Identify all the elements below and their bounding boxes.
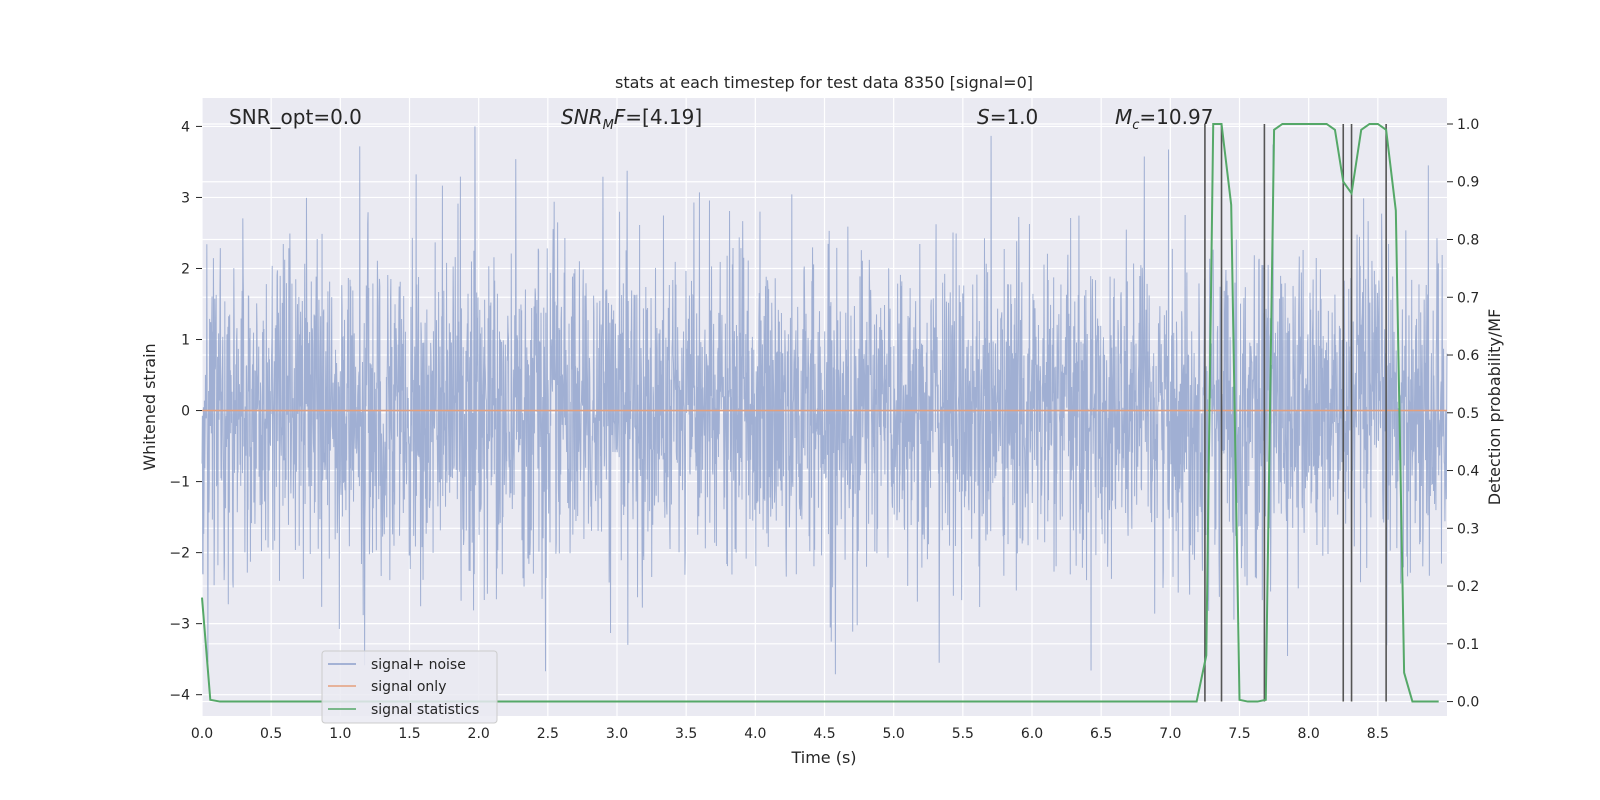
y-right-tick-label: 0.9 (1457, 175, 1479, 191)
y-left-tick-label: 1 (181, 333, 190, 349)
y-left-tick-label: 0 (181, 404, 190, 420)
y-right-tick-label: 1.0 (1457, 117, 1479, 133)
y-right-tick-label: 0.4 (1457, 464, 1479, 480)
x-tick-label: 3.0 (606, 726, 628, 742)
y-left-tick-label: −4 (169, 688, 190, 704)
annotation-snr-opt: SNR_opt=0.0 (229, 105, 362, 129)
x-tick-label: 4.5 (813, 726, 835, 742)
y-axis-right-label: Detection probability/MF (1485, 309, 1504, 506)
annotation-s-main: S (977, 105, 990, 129)
chart-title: stats at each timestep for test data 835… (615, 73, 1033, 92)
annotation-mc-sub: c (1132, 118, 1139, 133)
x-tick-label: 7.0 (1159, 726, 1181, 742)
annotation-s-rest: =1.0 (990, 105, 1039, 129)
annotation-s: S=1.0 (977, 105, 1038, 129)
y-right-tick-label: 0.8 (1457, 233, 1479, 249)
y-right-tick-label: 0.6 (1457, 348, 1479, 364)
legend-box (321, 650, 498, 724)
y-left-tick-label: 3 (181, 190, 190, 206)
noise-series (201, 126, 1448, 675)
x-tick-label: 5.0 (883, 726, 905, 742)
x-tick-label: 7.5 (1228, 726, 1250, 742)
y-left-tick-label: 2 (181, 261, 190, 277)
y-right-tick-label: 0.1 (1457, 637, 1479, 653)
annotation-snr-mf-sub: M (603, 118, 614, 133)
legend-label-signal: signal only (371, 679, 446, 695)
x-tick-label: 1.0 (329, 726, 351, 742)
y-right-tick-label: 0.5 (1457, 406, 1479, 422)
x-tick-label: 2.0 (468, 726, 490, 742)
y-left-tick-label: −3 (169, 617, 190, 633)
x-tick-label: 6.0 (1021, 726, 1043, 742)
x-tick-label: 0.0 (191, 726, 213, 742)
y-right-tick-label: 0.0 (1457, 695, 1479, 711)
legend-label-stats: signal statistics (371, 702, 479, 718)
annotation-mc: Mc=10.97 (1115, 105, 1213, 133)
y-left-tick-label: −2 (169, 546, 190, 562)
annotation-snr-mf-main: SNR (561, 105, 603, 129)
signal-statistics-line (201, 122, 1439, 703)
x-tick-label: 0.5 (260, 726, 282, 742)
x-tick-label: 8.5 (1367, 726, 1389, 742)
legend: signal+ noise signal only signal statist… (321, 650, 498, 724)
x-tick-label: 8.0 (1298, 726, 1320, 742)
annotation-snr-mf-rest: F=[4.19] (614, 105, 702, 129)
legend-label-noise: signal+ noise (371, 657, 466, 673)
x-tick-label: 4.0 (744, 726, 766, 742)
y-right-tick-label: 0.2 (1457, 579, 1479, 595)
tick-labels: 0.0 0.5 1.0 1.5 2.0 2.5 3.0 3.5 4.0 4.5 5.0 5.5 6.0 6… (169, 117, 1479, 742)
annotation-mc-main: M (1115, 105, 1132, 129)
x-tick-label: 1.5 (398, 726, 420, 742)
x-tick-label: 6.5 (1090, 726, 1112, 742)
y-axis-left-label: Whitened strain (140, 343, 159, 470)
x-tick-label: 3.5 (675, 726, 697, 742)
vertical-markers (1204, 123, 1387, 702)
annotation-snr-mf: SNRMF=[4.19] (561, 105, 702, 133)
x-axis-label: Time (s) (790, 748, 856, 767)
x-tick-label: 2.5 (537, 726, 559, 742)
x-tick-label: 5.5 (952, 726, 974, 742)
annotation-mc-rest: =10.97 (1139, 105, 1213, 129)
y-left-tick-label: 4 (181, 119, 190, 135)
noise-line (201, 126, 1448, 675)
y-left-tick-label: −1 (169, 475, 190, 491)
y-right-tick-label: 0.3 (1457, 521, 1479, 537)
signal-statistics-series (201, 122, 1439, 703)
y-right-tick-label: 0.7 (1457, 290, 1479, 306)
